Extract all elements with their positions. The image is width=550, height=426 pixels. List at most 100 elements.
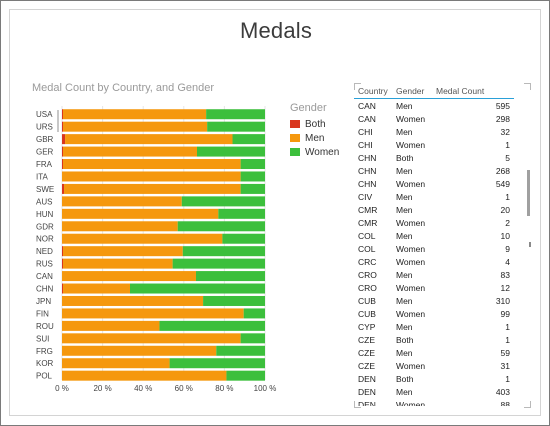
x-tick-label: 40 % — [134, 384, 152, 393]
bar-segment-men[interactable] — [65, 134, 233, 145]
bar-segment-both[interactable] — [62, 121, 64, 132]
bar-segment-men[interactable] — [62, 295, 204, 306]
table-row[interactable]: CHN Both 5 — [354, 151, 514, 164]
bar-segment-women[interactable] — [195, 271, 265, 282]
table-row[interactable]: CHI Men 32 — [354, 125, 514, 138]
bar-segment-men[interactable] — [62, 171, 241, 182]
table-row[interactable]: CIV Men 1 — [354, 190, 514, 203]
bar-segment-both[interactable] — [62, 183, 65, 194]
bar-segment-women[interactable] — [130, 283, 265, 294]
bar-segment-men[interactable] — [62, 358, 170, 369]
table-row[interactable]: CZE Men 59 — [354, 346, 514, 359]
bar-segment-men[interactable] — [63, 246, 183, 257]
table-row[interactable]: CHN Men 268 — [354, 164, 514, 177]
bar-segment-both[interactable] — [62, 283, 64, 294]
table-row[interactable]: CZE Women 31 — [354, 359, 514, 372]
bar-segment-women[interactable] — [181, 196, 265, 207]
bar-segment-both[interactable] — [62, 146, 64, 157]
bar-segment-men[interactable] — [63, 109, 207, 120]
bar-segment-both[interactable] — [62, 134, 66, 145]
bar-segment-women[interactable] — [218, 208, 265, 219]
bar-segment-men[interactable] — [62, 233, 223, 244]
bar-segment-men[interactable] — [63, 146, 197, 157]
bar-segment-men[interactable] — [62, 333, 241, 344]
bar-segment-women[interactable] — [240, 333, 265, 344]
bar-segment-men[interactable] — [62, 370, 227, 381]
bar-segment-women[interactable] — [182, 246, 265, 257]
bar-segment-men[interactable] — [63, 121, 208, 132]
legend-item-men[interactable]: Men — [290, 131, 339, 145]
table-row[interactable]: COL Men 10 — [354, 229, 514, 242]
bar-segment-men[interactable] — [62, 308, 244, 319]
legend-item-women[interactable]: Women — [290, 145, 339, 159]
table-row[interactable]: CRC Women 4 — [354, 255, 514, 268]
bar-segment-men[interactable] — [62, 196, 182, 207]
bar-segment-men[interactable] — [62, 345, 217, 356]
table-scrollbar-thumb[interactable] — [527, 170, 530, 216]
bar-segment-women[interactable] — [206, 109, 265, 120]
table-scrollbar-marker — [529, 242, 531, 247]
bar-segment-women[interactable] — [196, 146, 265, 157]
table-corner-handle — [354, 401, 361, 408]
bar-segment-both[interactable] — [62, 159, 64, 170]
table-row[interactable]: CRO Women 12 — [354, 281, 514, 294]
medal-table[interactable]: Country Gender Medal Count CAN Men 595 CAN W… — [354, 84, 530, 406]
table-row[interactable]: DEN Both 1 — [354, 372, 514, 385]
bar-segment-men[interactable] — [62, 320, 160, 331]
table-row[interactable]: CRO Men 83 — [354, 268, 514, 281]
bar-segment-women[interactable] — [169, 358, 265, 369]
bar-segment-men[interactable] — [62, 208, 219, 219]
bar-segment-women[interactable] — [207, 121, 265, 132]
bar-segment-women[interactable] — [159, 320, 265, 331]
table-row[interactable]: CMR Women 2 — [354, 216, 514, 229]
bar-segment-women[interactable] — [216, 345, 265, 356]
y-tick-label: HUN — [36, 210, 54, 219]
table-row[interactable]: CYP Men 1 — [354, 320, 514, 333]
table-row[interactable]: COL Women 9 — [354, 242, 514, 255]
bar-segment-both[interactable] — [62, 258, 64, 269]
table-row[interactable]: CMR Men 20 — [354, 203, 514, 216]
bar-segment-women[interactable] — [177, 221, 265, 232]
bar-segment-men[interactable] — [64, 183, 241, 194]
table-row[interactable]: CAN Women 298 — [354, 112, 514, 125]
table-row[interactable]: CUB Men 310 — [354, 294, 514, 307]
chart-legend[interactable]: Gender Both Men Women — [290, 102, 339, 159]
table-row[interactable]: CHN Women 549 — [354, 177, 514, 190]
legend-item-both[interactable]: Both — [290, 117, 339, 131]
bar-segment-men[interactable] — [63, 159, 241, 170]
table-row[interactable]: CHI Women 1 — [354, 138, 514, 151]
table-row[interactable]: DEN Men 403 — [354, 385, 514, 398]
table-row[interactable]: CAN Men 595 — [354, 99, 514, 113]
cell-medal-count: 20 — [500, 204, 510, 215]
bar-segment-women[interactable] — [203, 295, 265, 306]
plot-clip-edge — [20, 381, 280, 384]
bar-segment-women[interactable] — [243, 308, 265, 319]
cell-gender: Men — [396, 126, 413, 137]
bar-segment-women[interactable] — [226, 370, 265, 381]
y-tick-label: USA — [36, 110, 53, 119]
column-header-country[interactable]: Country — [354, 84, 392, 99]
bar-segment-women[interactable] — [172, 258, 265, 269]
stacked-bar-chart[interactable]: Medal Count by Country, and Gender 0 % 20… — [0, 0, 340, 426]
bar-segment-men[interactable] — [62, 221, 178, 232]
table-row[interactable]: CZE Both 1 — [354, 333, 514, 346]
bar-segment-both[interactable] — [62, 246, 64, 257]
bar-segment-men[interactable] — [63, 283, 131, 294]
bar-segment-men[interactable] — [62, 271, 196, 282]
bar-segment-women[interactable] — [240, 159, 265, 170]
bar-segment-women[interactable] — [240, 183, 265, 194]
bar-segment-both[interactable] — [62, 109, 64, 120]
cell-gender: Men — [396, 269, 413, 280]
bar-segment-women[interactable] — [222, 233, 265, 244]
chart-scrollbar-thumb[interactable] — [57, 110, 59, 132]
bar-segment-men[interactable] — [63, 258, 173, 269]
column-header-medal-count[interactable]: Medal Count — [432, 84, 514, 99]
cell-medal-count: 9 — [505, 243, 510, 254]
bar-segment-women[interactable] — [232, 134, 265, 145]
bar-segment-women[interactable] — [240, 171, 265, 182]
cell-medal-count: 1 — [505, 191, 510, 202]
table-row[interactable]: CUB Women 99 — [354, 307, 514, 320]
table-row[interactable]: DEN Women 88 — [354, 398, 514, 407]
column-header-gender[interactable]: Gender — [392, 84, 432, 99]
chart-svg: 0 % 20 % 40 % 60 % 80 % 100 % USA URS GBR GER FRA I… — [20, 106, 280, 393]
